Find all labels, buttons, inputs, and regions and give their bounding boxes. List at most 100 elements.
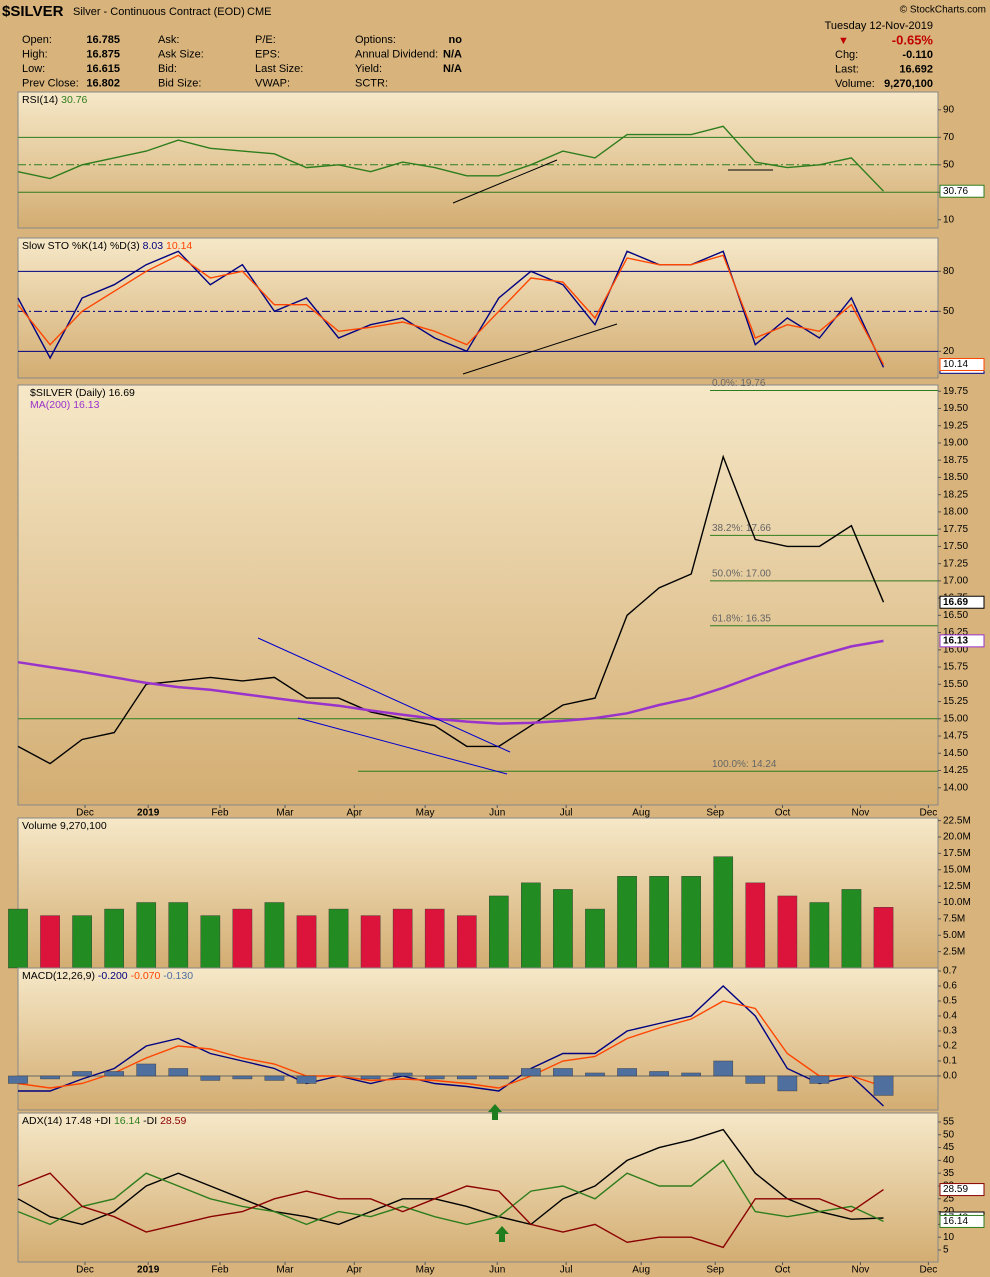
series-line	[17, 125, 885, 192]
bar	[392, 908, 413, 969]
y-tick-label: 25	[943, 1193, 955, 1204]
bar	[200, 1075, 221, 1081]
y-tick-label: 90	[943, 104, 955, 115]
wedge-line	[257, 637, 511, 753]
y-tick-label: 15.50	[943, 679, 968, 690]
field-label: SCTR:	[355, 77, 388, 89]
legend-value: 30.76	[61, 94, 87, 106]
field-value: N/A	[443, 63, 462, 75]
bar	[873, 1075, 894, 1096]
legend-name: ADX(14)	[22, 1115, 62, 1127]
y-tick-label: 15.75	[943, 662, 968, 673]
field-value: -0.110	[902, 49, 933, 61]
bar	[40, 915, 60, 969]
value-tag-label: 10.14	[943, 359, 968, 370]
value-tag	[939, 1183, 985, 1197]
legend-title: MACD(12,26,9)	[22, 970, 95, 982]
value-tag-label: 30.76	[943, 186, 968, 197]
field-label: Yield:	[355, 63, 382, 75]
legend: RSI(14) 30.76	[22, 94, 88, 106]
y-tick-label: 15.00	[943, 713, 968, 724]
value-tag-label: 16.14	[943, 1216, 968, 1227]
x-tick-label: Aug	[632, 1265, 650, 1276]
bar	[392, 1072, 413, 1077]
panel-background	[17, 91, 939, 229]
y-tick-label: 0.4	[943, 1011, 957, 1022]
series-line	[17, 1000, 884, 1089]
panels: 1030507090RSI(14) 30.76 30.76205080Slow …	[8, 91, 985, 1276]
y-tick-label: 12.5M	[943, 881, 971, 892]
value-tag	[939, 634, 985, 648]
field-value: 16.875	[86, 48, 120, 60]
arrow	[495, 1226, 509, 1242]
y-tick-label: 35	[943, 1168, 955, 1179]
legend-value: 16.69	[109, 387, 135, 399]
bar	[777, 1075, 798, 1092]
legend-value: 8.03	[143, 240, 164, 252]
y-tick-label: 17.25	[943, 558, 968, 569]
y-tick-label: 16.50	[943, 610, 968, 621]
bar	[264, 902, 285, 969]
y-tick-label: 19.25	[943, 420, 968, 431]
x-tick-label: Dec	[76, 1265, 94, 1276]
down-arrow: ▼	[838, 35, 849, 47]
value-tag	[939, 1214, 985, 1228]
x-tick-label: Jul	[560, 1265, 573, 1276]
panel: 14.00 14.25 14.50 14.75 15.00 15.25 15.50 15.75…	[17, 378, 985, 819]
field-value: 16.802	[86, 77, 120, 89]
fib-label: 0.0%: 19.76	[712, 378, 766, 389]
x-tick-label: Jun	[489, 808, 505, 819]
x-tick-label: 2019	[137, 1265, 160, 1276]
y-tick-label: 7.5M	[943, 914, 965, 925]
fib-label: 100.0%: 14.24	[712, 759, 777, 770]
bar	[232, 1075, 253, 1080]
y-tick-label: 0.3	[943, 1026, 957, 1037]
field-label: Last:	[835, 63, 859, 75]
bar	[72, 1071, 92, 1077]
field-label: Ask:	[158, 34, 179, 46]
legend-value: 17.48	[65, 1115, 91, 1127]
value-tag-label: 16.13	[943, 636, 968, 647]
y-tick-label: 5.0M	[943, 930, 965, 941]
bar	[713, 1060, 734, 1077]
y-tick-label: 0.0	[943, 1071, 957, 1082]
panel: 2.5M 5.0M 7.5M 10.0M 12.5M 15.0M 17.5M 20.0M 22.…	[8, 815, 971, 969]
legend: ADX(14) 17.48 +DI 16.14 -DI 28.59	[22, 1115, 187, 1127]
y-tick-label: 0.1	[943, 1056, 957, 1067]
bar	[681, 1072, 701, 1077]
bar	[553, 1068, 573, 1077]
bar	[8, 1075, 28, 1084]
panel: 1030507090RSI(14) 30.76 30.76	[17, 91, 985, 229]
bar	[296, 915, 317, 969]
bar	[841, 889, 862, 969]
field-value: 16.692	[899, 63, 933, 75]
bar	[136, 902, 157, 969]
y-tick-label: 17.5M	[943, 848, 971, 859]
bar	[104, 908, 124, 969]
arrow	[488, 1104, 502, 1120]
legend: $SILVER (Daily) 16.69	[30, 387, 135, 399]
bar	[232, 908, 253, 969]
x-tick-label: May	[416, 808, 435, 819]
y-tick-label: 0.2	[943, 1041, 957, 1052]
panel: 510152025303540455055Dec2019FebMarAprMay…	[17, 1112, 985, 1276]
bar	[456, 1075, 477, 1080]
series-line	[17, 1159, 884, 1226]
x-tick-label: Dec	[76, 808, 94, 819]
trend-line	[462, 323, 618, 375]
field-label: P/E:	[255, 34, 276, 46]
x-tick-label: Jun	[489, 1265, 505, 1276]
x-tick-label: Mar	[276, 1265, 294, 1276]
field-value: 16.615	[86, 63, 120, 75]
bar	[521, 882, 541, 969]
y-tick-label: 5	[943, 1245, 949, 1256]
bar	[168, 902, 189, 969]
y-tick-label: 22.5M	[943, 815, 971, 826]
field-label: Volume:	[835, 78, 875, 90]
fib-label: 50.0%: 17.00	[712, 569, 771, 580]
field-label: Chg:	[835, 49, 858, 61]
bar	[681, 876, 701, 969]
value-tag	[939, 184, 985, 198]
x-tick-label: Sep	[706, 1265, 724, 1276]
legend-value: -0.130	[163, 970, 193, 982]
